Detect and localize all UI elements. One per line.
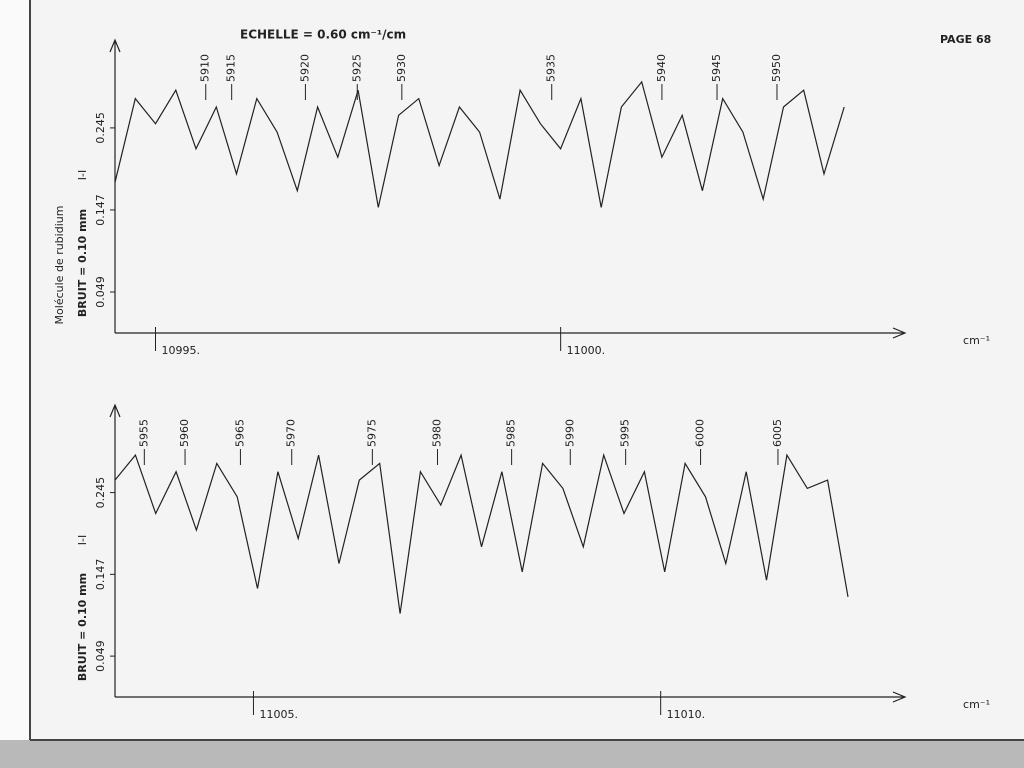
x-axis-label: cm⁻¹: [963, 334, 990, 347]
line-number: 5965: [233, 419, 246, 447]
line-number: 5940: [655, 54, 668, 82]
y-tick-label: 0.049: [94, 276, 107, 308]
line-number: 5960: [178, 419, 191, 447]
paper: [0, 0, 1024, 740]
x-axis: [115, 327, 907, 339]
line-number: 5910: [199, 54, 212, 82]
page-number: PAGE 68: [940, 33, 991, 46]
line-number: 5990: [563, 419, 576, 447]
line-number: 5915: [225, 54, 238, 82]
molecule-label: Molécule de rubidium: [53, 206, 66, 325]
line-number: 5950: [770, 54, 783, 82]
scale-mark: I-I: [76, 170, 89, 180]
x-tick-label: 10995.: [162, 344, 201, 357]
x-tick-label: 11010.: [667, 708, 706, 721]
y-tick-label: 0.245: [94, 477, 107, 509]
x-axis-label: cm⁻¹: [963, 698, 990, 711]
line-number: 6005: [771, 419, 784, 447]
scale-mark: I-I: [76, 535, 89, 545]
line-number: 5930: [395, 54, 408, 82]
line-number: 6000: [694, 419, 707, 447]
line-number: 5980: [431, 419, 444, 447]
x-tick-label: 11005.: [259, 708, 298, 721]
line-number: 5935: [545, 54, 558, 82]
y-axis: [109, 38, 121, 333]
line-number: 5985: [505, 419, 518, 447]
line-number: 5970: [285, 419, 298, 447]
y-tick-label: 0.245: [94, 112, 107, 143]
line-number: 5945: [710, 54, 723, 82]
line-number: 5920: [298, 54, 311, 82]
spectrum-line: [114, 452, 849, 614]
line-number: 5975: [365, 419, 378, 447]
y-axis: [109, 403, 121, 697]
y-axis-label: BRUIT = 0.10 mm: [76, 209, 89, 317]
line-number: 5995: [619, 419, 632, 447]
y-tick-label: 0.147: [94, 194, 107, 226]
line-number: 5925: [350, 54, 363, 82]
spectrum-line: [114, 80, 845, 208]
y-axis-label: BRUIT = 0.10 mm: [76, 573, 89, 681]
x-tick-label: 11000.: [567, 344, 606, 357]
line-number: 5955: [137, 419, 150, 447]
paper-margin: [0, 0, 30, 740]
x-axis: [115, 691, 907, 703]
chart-title: ECHELLE = 0.60 cm⁻¹/cm: [240, 28, 406, 42]
y-tick-label: 0.147: [94, 559, 107, 591]
y-tick-label: 0.049: [94, 640, 107, 672]
